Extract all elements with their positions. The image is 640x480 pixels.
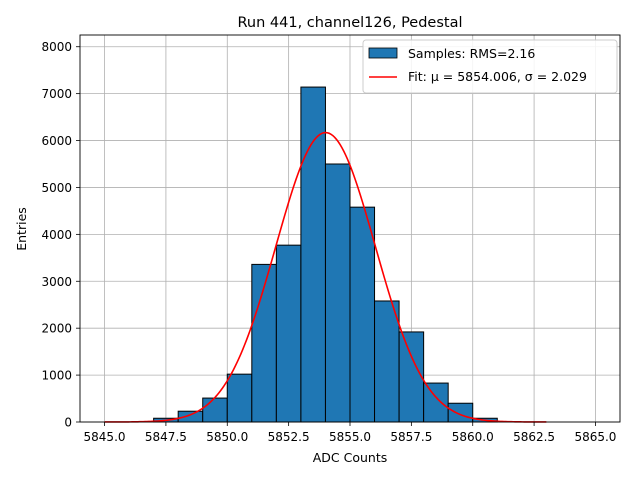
x-tick-label: 5857.5 xyxy=(390,430,432,444)
legend: Samples: RMS=2.16 Fit: μ = 5854.006, σ =… xyxy=(362,39,618,94)
y-tick-label: 8000 xyxy=(41,40,72,54)
y-axis-ticks: 0 1000 2000 3000 4000 5000 6000 7000 8000 xyxy=(41,40,80,430)
y-tick-label: 0 xyxy=(64,416,72,430)
histogram-bar xyxy=(447,402,474,423)
x-tick-label: 5855.0 xyxy=(329,430,371,444)
x-axis-ticks: 5845.0 5847.5 5850.0 5852.5 5855.0 5857.5 5860… xyxy=(84,422,616,444)
x-tick-label: 5847.5 xyxy=(145,430,187,444)
histogram-bar xyxy=(423,382,449,423)
chart-title: Run 441, channel126, Pedestal xyxy=(237,15,462,31)
y-tick-label: 3000 xyxy=(41,275,72,289)
x-tick-label: 5850.0 xyxy=(206,430,248,444)
legend-box xyxy=(362,39,618,94)
y-axis-label: Entries xyxy=(14,207,29,251)
x-tick-label: 5845.0 xyxy=(84,430,126,444)
histogram-bar xyxy=(300,86,326,423)
y-tick-label: 4000 xyxy=(41,228,72,242)
histogram-bar xyxy=(374,300,400,423)
y-tick-label: 2000 xyxy=(41,322,72,336)
histogram-bars xyxy=(153,86,498,423)
x-tick-label: 5860.0 xyxy=(452,430,494,444)
x-axis-label: ADC Counts xyxy=(313,450,388,465)
histogram-bar xyxy=(226,373,253,423)
histogram-bar xyxy=(349,206,376,423)
histogram-bar xyxy=(275,244,302,423)
y-tick-label: 6000 xyxy=(41,134,72,148)
y-tick-label: 5000 xyxy=(41,181,72,195)
legend-label-fit: Fit: μ = 5854.006, σ = 2.029 xyxy=(408,69,587,84)
histogram-bar xyxy=(177,410,204,423)
y-tick-label: 1000 xyxy=(41,369,72,383)
legend-label-samples: Samples: RMS=2.16 xyxy=(408,46,535,61)
x-tick-label: 5865.0 xyxy=(574,430,616,444)
histogram-bar xyxy=(202,397,228,423)
histogram-bar xyxy=(398,331,425,423)
histogram-bar xyxy=(324,163,351,423)
legend-swatch-samples xyxy=(368,47,398,59)
x-tick-label: 5852.5 xyxy=(268,430,310,444)
y-tick-label: 7000 xyxy=(41,87,72,101)
fit-curve xyxy=(104,131,547,423)
x-tick-label: 5862.5 xyxy=(513,430,555,444)
